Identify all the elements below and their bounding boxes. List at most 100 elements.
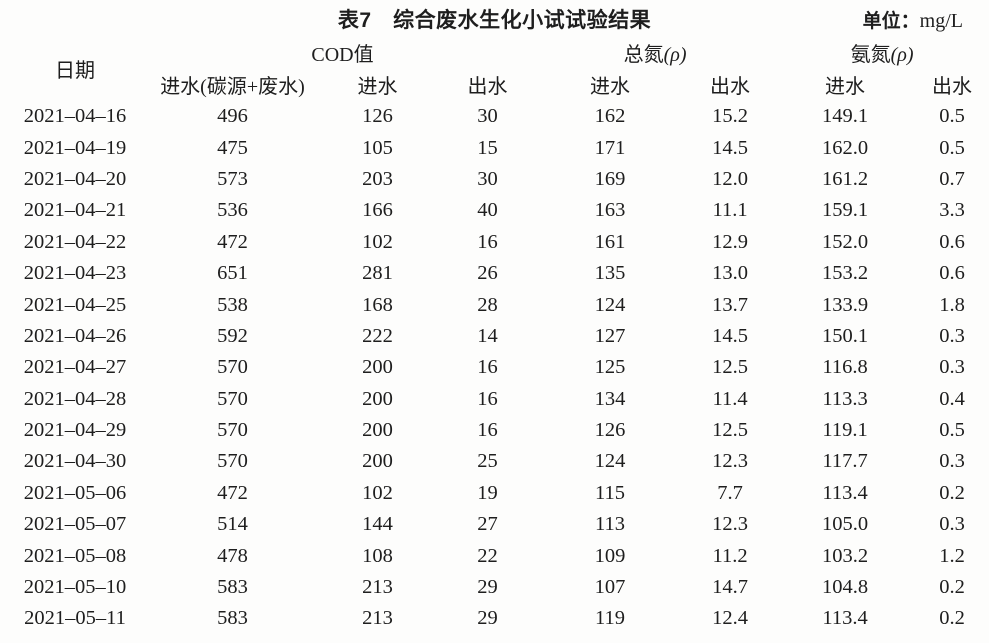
value-cell: 169 — [594, 167, 626, 190]
value-cell: 0.2 — [939, 481, 965, 504]
table-header: 日期 COD值 总氮(ρ) 氨氮(ρ) 进水(碳源+废水) 进水 出水 进水 出… — [0, 36, 989, 101]
value-cell: 162.0 — [821, 136, 869, 159]
value-cell: 150.1 — [821, 324, 869, 347]
table-row: 2021–05–07 514 144 27 113 12.3 105.0 0.3 — [0, 509, 989, 540]
table-row: 2021–04–19 475 105 15 171 14.5 162.0 0.5 — [0, 132, 989, 163]
value-cell: 11.4 — [712, 387, 748, 410]
value-cell: 126 — [594, 419, 626, 442]
value-cell: 13.0 — [712, 262, 748, 285]
table-row: 2021–04–27 570 200 16 125 12.5 116.8 0.3 — [0, 352, 989, 383]
value-cell: 0.3 — [939, 450, 965, 473]
value-cell: 113.4 — [822, 607, 868, 630]
value-cell: 0.5 — [939, 419, 965, 442]
value-cell: 29 — [477, 607, 498, 630]
value-cell: 166 — [362, 199, 393, 222]
table-title-bar: 表7 综合废水生化小试试验结果 单位：mg/L — [0, 0, 989, 36]
value-cell: 0.4 — [939, 387, 965, 410]
date-cell: 2021–04–22 — [23, 230, 127, 253]
value-cell: 124 — [594, 293, 626, 316]
value-cell: 200 — [362, 387, 393, 410]
group-header-total-nitrogen: 总氮(ρ) — [535, 36, 775, 68]
value-cell: 168 — [362, 293, 393, 316]
value-cell: 570 — [217, 387, 248, 410]
value-cell: 113.3 — [822, 387, 868, 410]
value-cell: 124 — [594, 450, 626, 473]
value-cell: 538 — [217, 293, 248, 316]
group-header-ammonia-nitrogen-rho: (ρ) — [890, 43, 914, 66]
value-cell: 14.7 — [712, 576, 748, 599]
value-cell: 213 — [362, 607, 393, 630]
value-cell: 15 — [477, 136, 498, 159]
value-cell: 475 — [217, 136, 248, 159]
value-cell: 3.3 — [939, 199, 965, 222]
value-cell: 12.3 — [712, 450, 748, 473]
date-cell: 2021–04–27 — [23, 356, 127, 379]
value-cell: 171 — [594, 136, 626, 159]
value-cell: 134 — [594, 387, 626, 410]
value-cell: 11.1 — [712, 199, 748, 222]
value-cell: 12.0 — [712, 167, 748, 190]
value-cell: 536 — [217, 199, 248, 222]
value-cell: 13.7 — [712, 293, 748, 316]
col-header-nh3-effluent: 出水 — [932, 76, 973, 98]
value-cell: 0.6 — [939, 262, 965, 285]
col-header-tn-effluent: 出水 — [710, 76, 751, 98]
value-cell: 162 — [594, 105, 626, 128]
value-cell: 12.4 — [712, 607, 748, 630]
table-row: 2021–05–08 478 108 22 109 11.2 103.2 1.2 — [0, 540, 989, 571]
value-cell: 14 — [477, 324, 498, 347]
value-cell: 107 — [594, 576, 626, 599]
table-row: 2021–04–16 496 126 30 162 15.2 149.1 0.5 — [0, 101, 989, 132]
table-row: 2021–04–26 592 222 14 127 14.5 150.1 0.3 — [0, 321, 989, 352]
date-cell: 2021–04–29 — [23, 419, 127, 442]
date-cell: 2021–04–30 — [23, 450, 127, 473]
group-header-total-nitrogen-rho: (ρ) — [663, 43, 687, 66]
value-cell: 472 — [217, 481, 248, 504]
col-header-cod-influent-mix: 进水(碳源+废水) — [160, 76, 305, 98]
value-cell: 104.8 — [821, 576, 869, 599]
value-cell: 161 — [594, 230, 626, 253]
value-cell: 116.8 — [822, 356, 868, 379]
table-row: 2021–05–10 583 213 29 107 14.7 104.8 0.2 — [0, 572, 989, 603]
value-cell: 0.2 — [939, 576, 965, 599]
value-cell: 583 — [217, 576, 248, 599]
value-cell: 200 — [362, 450, 393, 473]
group-header-row: 日期 COD值 总氮(ρ) 氨氮(ρ) — [0, 36, 989, 83]
value-cell: 16 — [477, 230, 498, 253]
value-cell: 570 — [217, 356, 248, 379]
value-cell: 152.0 — [821, 230, 869, 253]
value-cell: 514 — [217, 513, 248, 536]
value-cell: 30 — [477, 105, 498, 128]
table-body: 2021–04–16 496 126 30 162 15.2 149.1 0.5 2021–04… — [0, 101, 989, 635]
date-cell: 2021–04–28 — [23, 387, 127, 410]
group-header-total-nitrogen-label: 总氮 — [623, 43, 664, 66]
value-cell: 12.5 — [712, 356, 748, 379]
value-cell: 144 — [362, 513, 393, 536]
date-cell: 2021–05–08 — [23, 544, 127, 567]
value-cell: 7.7 — [717, 481, 743, 504]
value-cell: 113 — [595, 513, 626, 536]
group-header-cod-label: COD值 — [311, 43, 374, 66]
value-cell: 149.1 — [821, 105, 869, 128]
value-cell: 0.3 — [939, 513, 965, 536]
date-cell: 2021–04–21 — [23, 199, 127, 222]
date-cell: 2021–04–26 — [23, 324, 127, 347]
value-cell: 570 — [217, 450, 248, 473]
value-cell: 12.3 — [712, 513, 748, 536]
value-cell: 592 — [217, 324, 248, 347]
table-row: 2021–04–25 538 168 28 124 13.7 133.9 1.8 — [0, 289, 989, 320]
table-row: 2021–05–11 583 213 29 119 12.4 113.4 0.2 — [0, 603, 989, 634]
date-cell: 2021–04–16 — [23, 105, 127, 128]
value-cell: 159.1 — [821, 199, 869, 222]
value-cell: 0.3 — [939, 324, 965, 347]
table-row: 2021–05–06 472 102 19 115 7.7 113.4 0.2 — [0, 478, 989, 509]
value-cell: 573 — [217, 167, 248, 190]
table-row: 2021–04–23 651 281 26 135 13.0 153.2 0.6 — [0, 258, 989, 289]
value-cell: 115 — [595, 481, 626, 504]
unit-prefix: 单位： — [862, 11, 920, 32]
value-cell: 119 — [595, 607, 626, 630]
date-cell: 2021–04–19 — [23, 136, 127, 159]
table-row: 2021–04–21 536 166 40 163 11.1 159.1 3.3 — [0, 195, 989, 226]
value-cell: 222 — [362, 324, 393, 347]
